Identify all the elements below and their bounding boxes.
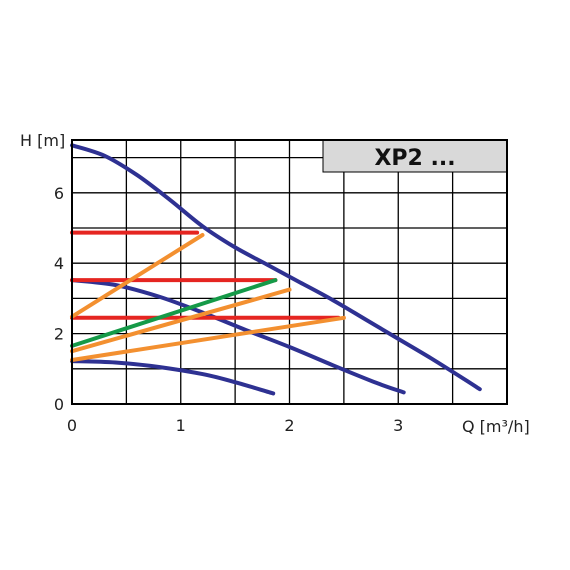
y-tick-label: 4	[54, 254, 64, 273]
series-line-2	[70, 278, 406, 395]
model-badge-box	[322, 139, 508, 173]
tick-labels: 0 1 2 3 0 2 4 6	[54, 184, 404, 435]
model-badge-text: XP2 ...	[374, 146, 455, 171]
x-tick-label: 1	[176, 416, 186, 435]
series-line-9	[70, 287, 292, 354]
x-tick-label: 2	[284, 416, 294, 435]
series-line-10	[70, 315, 346, 362]
x-axis-label: Q [m³/h]	[462, 417, 530, 436]
series-line-1	[70, 143, 482, 392]
model-badge: XP2 ...	[322, 139, 508, 173]
y-axis-label: H [m]	[20, 131, 65, 150]
series-line-7	[70, 278, 278, 348]
grid	[72, 140, 507, 404]
y-tick-label: 0	[54, 395, 64, 414]
y-tick-label: 6	[54, 184, 64, 203]
series-group	[70, 143, 482, 396]
series-line-8	[70, 233, 205, 319]
plot-frame	[71, 139, 508, 405]
x-tick-label: 3	[393, 416, 403, 435]
x-tick-label: 0	[67, 416, 77, 435]
y-tick-label: 2	[54, 325, 64, 344]
series-line-3	[70, 359, 276, 396]
